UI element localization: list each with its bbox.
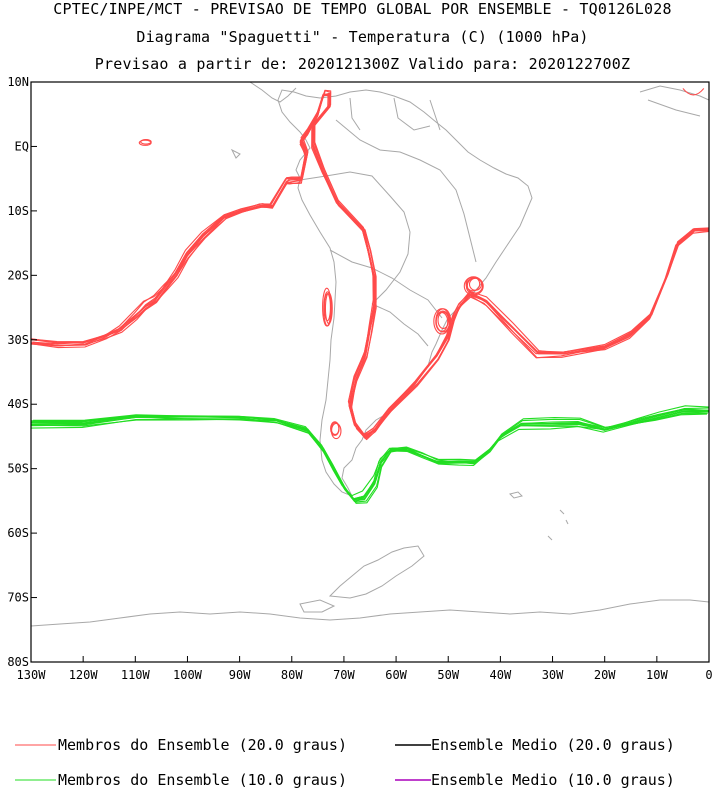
closed-contour-2-4 [433, 308, 451, 335]
legend-label-mean-20: Ensemble Medio (20.0 graus) [431, 736, 675, 754]
y-tick-label-5: 40S [7, 397, 29, 411]
closed-contour-1-3 [322, 287, 332, 327]
antarctic-peninsula-coastline [328, 545, 425, 599]
x-tick-label-13: 0 [705, 668, 712, 682]
members-20c-contours [31, 89, 709, 441]
isotherm-20c-member-5 [31, 94, 709, 438]
closed-contour-4-1 [330, 421, 340, 436]
isotherm-10c-member-2 [31, 409, 709, 501]
central-america-coastline [249, 82, 297, 103]
x-tick-label-6: 70W [333, 668, 355, 682]
x-tick-label-2: 110W [121, 668, 151, 682]
y-tick-label-2: 10S [7, 204, 29, 218]
y-tick-label-1: EQ [15, 139, 29, 153]
x-tick-label-9: 40W [490, 668, 512, 682]
isotherm-10c-member-5 [31, 408, 709, 500]
legend-label-mean-10: Ensemble Medio (10.0 graus) [431, 771, 675, 789]
closed-contour-0-1 [138, 139, 152, 146]
antarctica-coastline [31, 599, 709, 627]
isotherm-20c-member-9 [31, 94, 709, 438]
isotherm-20c-member-10 [31, 92, 709, 440]
isotherm-20c-member-2 [31, 92, 709, 441]
y-tick-label-6: 50S [7, 462, 29, 476]
isotherm-20c-member-1 [31, 93, 709, 440]
closed-contour-4-2 [330, 422, 342, 440]
y-tick-label-7: 60S [7, 526, 29, 540]
closed-contour-2-0 [437, 311, 450, 330]
x-tick-label-4: 90W [229, 668, 251, 682]
members-20c-closed-contours [138, 88, 705, 440]
legend: Membros do Ensemble (20.0 graus) Ensembl… [15, 736, 675, 789]
map-coastlines [31, 82, 709, 627]
isotherm-10c-member-1 [31, 405, 709, 497]
x-tick-label-5: 80W [281, 668, 303, 682]
plot-frame [30, 81, 710, 663]
isotherm-10c-member-7 [31, 409, 709, 501]
chart-title-line-1: CPTEC/INPE/MCT - PREVISAO DE TEMPO GLOBA… [53, 0, 672, 18]
x-tick-label-11: 20W [594, 668, 616, 682]
legend-label-members-10: Membros do Ensemble (10.0 graus) [58, 771, 347, 789]
isotherm-20c-member-7 [32, 89, 709, 435]
x-tick-label-3: 100W [173, 668, 203, 682]
chart-title-line-2: Diagrama "Spaguetti" - Temperatura (C) (… [136, 28, 589, 46]
x-tick-label-10: 30W [542, 668, 564, 682]
isotherm-10c-member-10 [31, 407, 709, 500]
x-tick-label-8: 50W [437, 668, 459, 682]
y-tick-label-8: 70S [7, 591, 29, 605]
y-tick-label-0: 10N [7, 75, 29, 89]
closed-contour-3-4 [463, 276, 484, 296]
x-tick-label-7: 60W [385, 668, 407, 682]
x-tick-label-0: 130W [17, 668, 47, 682]
y-tick-label-3: 20S [7, 268, 29, 282]
isotherm-10c-member-9 [33, 413, 708, 504]
contour-segment-top-right [682, 88, 705, 96]
members-10c-contours [31, 405, 709, 504]
x-tick-label-12: 10W [646, 668, 668, 682]
x-axis: 130W 120W 110W 100W 90W 80W 70W 60W 50W 40W 30W 20W… [17, 656, 713, 682]
y-tick-label-9: 80S [7, 655, 29, 669]
legend-label-members-20: Membros do Ensemble (20.0 graus) [58, 736, 347, 754]
x-tick-label-1: 120W [69, 668, 99, 682]
chart-title-line-3: Previsao a partir de: 2020121300Z Valido… [94, 55, 631, 73]
y-axis: 10N EQ 10S 20S 30S 40S 50S 60S 70S 80S [7, 75, 37, 669]
y-tick-label-4: 30S [7, 333, 29, 347]
